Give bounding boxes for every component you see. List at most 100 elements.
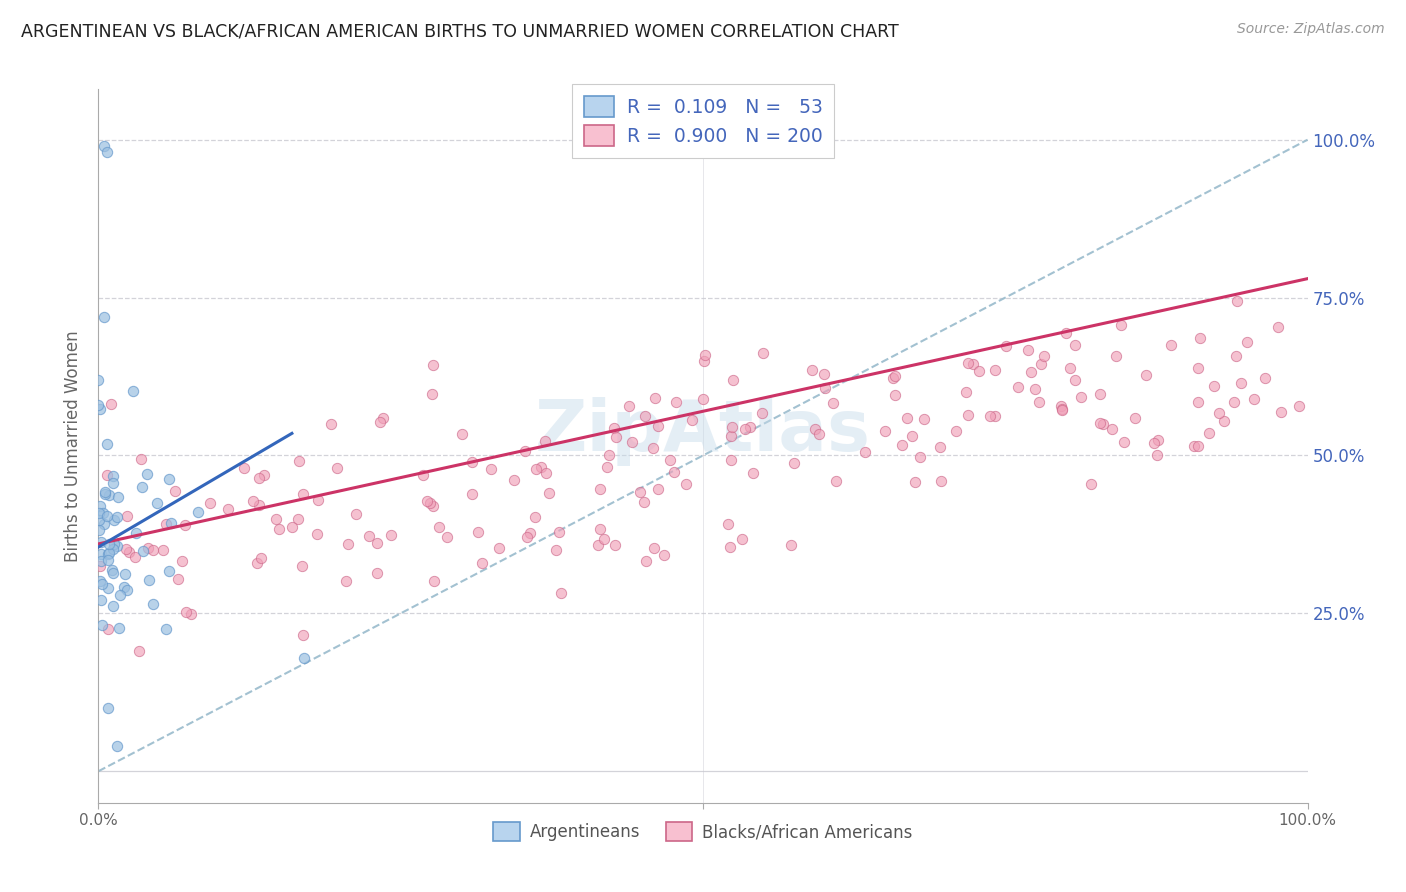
Point <box>366 566 388 581</box>
Point <box>89 574 111 589</box>
Text: Source: ZipAtlas.com: Source: ZipAtlas.com <box>1237 22 1385 37</box>
Point <box>87 398 110 412</box>
Point <box>1202 378 1225 392</box>
Point <box>292 627 315 641</box>
Point <box>488 541 510 555</box>
Point <box>1024 382 1046 396</box>
Point <box>98 488 121 502</box>
Legend: Argentineans, Blacks/African Americans: Argentineans, Blacks/African Americans <box>486 815 920 848</box>
Point <box>155 517 177 532</box>
Point <box>93 310 115 324</box>
Point <box>291 559 314 574</box>
Point <box>198 496 221 510</box>
Point <box>1059 361 1081 376</box>
Point <box>681 413 703 427</box>
Point <box>101 566 124 580</box>
Point <box>515 444 537 458</box>
Point <box>1019 365 1042 379</box>
Point <box>641 441 664 455</box>
Point <box>1213 414 1236 428</box>
Point <box>1270 405 1292 419</box>
Point <box>929 475 952 489</box>
Point <box>647 482 669 496</box>
Point <box>165 483 187 498</box>
Point <box>1184 439 1206 453</box>
Point <box>550 586 572 600</box>
Point <box>1105 349 1128 363</box>
Point <box>97 581 120 595</box>
Point <box>908 450 931 464</box>
Point <box>416 494 439 508</box>
Point <box>97 537 120 551</box>
Y-axis label: Births to Unmarried Women: Births to Unmarried Women <box>65 330 83 562</box>
Point <box>1033 350 1056 364</box>
Point <box>823 396 845 410</box>
Point <box>536 466 558 480</box>
Point <box>173 518 195 533</box>
Point <box>242 493 264 508</box>
Point <box>247 471 270 485</box>
Point <box>896 410 918 425</box>
Point <box>112 580 135 594</box>
Point <box>644 392 666 406</box>
Point <box>813 367 835 381</box>
Point <box>751 406 773 420</box>
Point <box>117 508 139 523</box>
Point <box>720 429 742 443</box>
Point <box>287 511 309 525</box>
Point <box>172 554 194 568</box>
Point <box>807 426 830 441</box>
Point <box>155 622 177 636</box>
Point <box>1198 425 1220 440</box>
Point <box>884 369 907 384</box>
Point <box>281 519 304 533</box>
Point <box>114 566 136 581</box>
Point <box>595 460 617 475</box>
Point <box>467 524 489 539</box>
Point <box>693 354 716 368</box>
Point <box>253 468 276 483</box>
Point <box>882 371 904 385</box>
Point <box>984 409 1007 423</box>
Point <box>1109 318 1132 333</box>
Point <box>146 496 169 510</box>
Point <box>900 429 922 443</box>
Point <box>128 644 150 658</box>
Point <box>266 512 288 526</box>
Point <box>412 468 434 483</box>
Point <box>502 473 524 487</box>
Point <box>929 440 952 454</box>
Point <box>335 574 357 588</box>
Point <box>548 525 571 540</box>
Point <box>1088 416 1111 430</box>
Point <box>479 461 502 475</box>
Point <box>537 485 560 500</box>
Point <box>1007 380 1029 394</box>
Point <box>436 530 458 544</box>
Point <box>96 436 118 450</box>
Point <box>1070 390 1092 404</box>
Point <box>174 605 197 619</box>
Point <box>108 588 131 602</box>
Point <box>419 496 441 510</box>
Point <box>1288 399 1310 413</box>
Point <box>138 574 160 588</box>
Point <box>647 419 669 434</box>
Point <box>1064 338 1087 352</box>
Point <box>912 412 935 426</box>
Point <box>1064 374 1087 388</box>
Point <box>87 373 110 387</box>
Point <box>380 528 402 542</box>
Point <box>1187 361 1209 376</box>
Point <box>1080 476 1102 491</box>
Point <box>101 475 124 490</box>
Point <box>903 475 925 489</box>
Point <box>1050 399 1073 413</box>
Point <box>94 485 117 500</box>
Point <box>100 397 122 411</box>
Point <box>90 577 112 591</box>
Point <box>90 547 112 561</box>
Point <box>103 513 125 527</box>
Point <box>1230 376 1253 390</box>
Point <box>1236 334 1258 349</box>
